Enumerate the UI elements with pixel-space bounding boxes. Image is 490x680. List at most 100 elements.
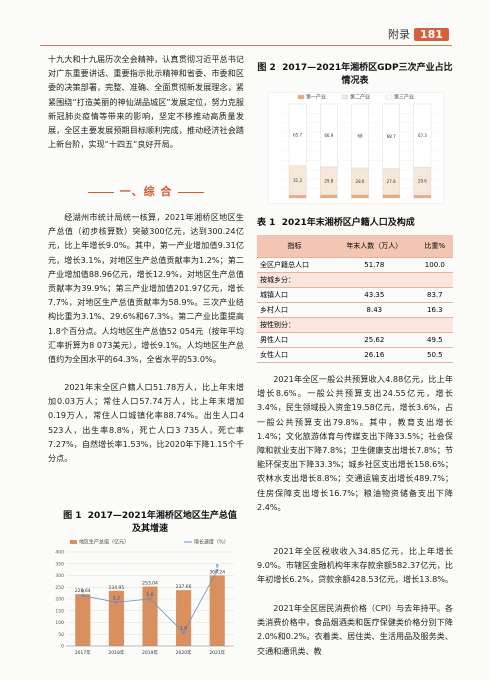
x-tick-label: 2019年 — [142, 649, 158, 656]
table-cell-value: 8.43 — [332, 302, 417, 318]
table-cell-name: 按性别分： — [257, 317, 333, 333]
tax-paragraph: 2021年全区税收收入34.85亿元，比上年增长9.0%。市辖区金融机构年末存款… — [257, 546, 454, 585]
cpi-paragraph: 2021年全区居民消费价格（CPI）与去年持平。各类消费价格中，食品烟酒类和医疗… — [257, 603, 453, 656]
table-header: 指标 — [257, 235, 333, 258]
table-row: 按性别分： — [257, 317, 453, 333]
table-cell-share: 16.3 — [416, 302, 453, 318]
x-tick-label: 2017年 — [75, 649, 91, 656]
y-tick-label: 100 — [55, 620, 64, 626]
bar-value-label: 237.66 — [176, 584, 192, 590]
growth-point — [148, 597, 152, 601]
growth-value-label: 6 — [81, 589, 84, 595]
header-label: 附录 — [388, 28, 410, 41]
table-header: 比重% — [416, 235, 453, 258]
table-cell-name: 按城乡分： — [257, 272, 333, 288]
table-row: 按城乡分： — [257, 272, 453, 288]
segment-value-label: 31.2 — [293, 178, 302, 183]
gdp-paragraph: 经湖州市统计局统一核算，2021年湘桥区地区生产总值（初步核算数）突破300亿元… — [48, 212, 244, 365]
figure2-label: 图 2 — [257, 63, 276, 73]
bar — [108, 590, 124, 646]
figure1-title-text: 2017—2021年湘桥区地区生产总值及其增速 — [87, 511, 237, 534]
stacked-bar-segment — [413, 194, 432, 199]
table-row: 城镇人口 43.35 83.7 — [257, 287, 453, 303]
segment-value-label: 27.8 — [387, 179, 396, 184]
table-cell-value: 25.62 — [332, 332, 417, 348]
table-cell-share — [416, 272, 453, 288]
table-row: 男性人口 25.62 49.5 — [257, 332, 453, 348]
stacked-bar-segment — [320, 194, 338, 199]
table-header: 年末人数（万人） — [332, 235, 417, 258]
growth-value-label: 5.6 — [146, 592, 153, 598]
population-table: 指标 年末人数（万人） 比重% 全区户籍总人口 51.78 100.0 按城乡分： 城镇… — [257, 235, 453, 363]
gdp-bar-line-chart: 0 50 100 150 200 250 300 350 400 地区生产总值（亿元） 增长速度（%… — [55, 539, 234, 656]
segment-value-label: 68 — [357, 133, 363, 138]
figure2-title-text: 2017—2021年湘桥区GDP三次产业占比情况表 — [282, 63, 453, 86]
bar — [142, 586, 158, 646]
legend-swatch — [297, 94, 305, 100]
industry-share-stacked-chart: 第一产业 第二产业 第三产业 31.2 65.7 29.8 66.9 28.6 68 27.8 68… — [268, 92, 444, 204]
y-tick-label: 350 — [55, 561, 64, 567]
bar-value-label: 300.24 — [209, 569, 225, 575]
stacked-bar-segment — [351, 103, 369, 169]
y-tick-label: 400 — [55, 550, 64, 556]
legend-label: 第二产业 — [350, 94, 370, 101]
page-header: 附录 181 — [388, 26, 449, 42]
section-title: 一、综 合 — [48, 183, 244, 199]
table-cell-name: 女性人口 — [257, 347, 333, 363]
table-cell-share — [416, 317, 453, 333]
table-cell-value: 26.16 — [332, 347, 417, 363]
table-row: 全区户籍总人口 51.78 100.0 — [257, 257, 453, 273]
table-cell-name: 城镇人口 — [257, 287, 333, 303]
segment-value-label: 68.7 — [387, 134, 396, 139]
y-tick-label: 50 — [58, 632, 64, 638]
y-tick-label: 150 — [55, 608, 64, 614]
stacked-bar-segment — [320, 103, 338, 168]
growth-point — [115, 600, 118, 604]
legend-label: 第三产业 — [394, 94, 414, 101]
table-cell-value — [332, 317, 417, 333]
table-row: 女性人口 26.16 50.5 — [257, 347, 453, 363]
segment-value-label: 67.3 — [418, 133, 427, 138]
table-row: 乡村人口 8.43 16.3 — [257, 302, 453, 318]
segment-value-label: 28.6 — [356, 179, 365, 184]
y-tick-label: 250 — [55, 585, 64, 591]
y-tick-label: 0 — [61, 644, 64, 650]
x-tick-label: 2021年 — [209, 649, 225, 656]
table-cell-name: 乡村人口 — [257, 302, 333, 318]
table1-label: 表 1 — [257, 218, 276, 228]
segment-value-label: 66.9 — [324, 133, 333, 138]
table-cell-value: 43.35 — [332, 287, 417, 303]
stacked-bar-segment — [382, 194, 400, 199]
stacked-bar-segment — [288, 194, 307, 199]
stacked-bar-segment — [288, 103, 307, 166]
table-cell-share: 100.0 — [416, 257, 453, 273]
page-number: 181 — [414, 28, 449, 41]
table-cell-value — [332, 272, 417, 288]
legend-swatch-gdp — [70, 540, 77, 544]
finance-paragraph: 2021年全区一般公共预算收入4.88亿元，比上年增长8.6%。一般公共预算支出… — [257, 374, 453, 512]
segment-value-label: 65.7 — [293, 132, 302, 137]
table-cell-share: 83.7 — [416, 287, 453, 303]
x-tick-label: 2020年 — [176, 649, 192, 656]
table-cell-value: 51.78 — [332, 257, 417, 273]
legend-swatch — [385, 94, 393, 100]
legend-label-gdp: 地区生产总值（亿元） — [79, 539, 129, 546]
figure1-title: 图 1 2017—2021年湘桥区地区生产总值及其增速 — [60, 510, 240, 536]
table-header-row: 指标 年末人数（万人） 比重% — [257, 235, 453, 258]
bar-value-label: 220.64 — [75, 588, 91, 594]
bar-value-label: 253.04 — [142, 581, 158, 587]
intro-paragraph: 十九大和十九届历次全会精神，认真贯彻习近平总书记对广东重要讲话、重要指示批示精神… — [48, 54, 244, 150]
growth-value-label: 1.6 — [180, 626, 187, 632]
segment-value-label: 29.8 — [324, 178, 333, 183]
population-paragraph: 2021年末全区户籍人口51.78万人，比上年末增加0.03万人；常住人口57.… — [48, 382, 244, 464]
figure1-label: 图 1 — [63, 511, 82, 521]
legend-label: 第一产业 — [306, 94, 326, 101]
x-tick-label: 2018年 — [108, 649, 124, 656]
table-cell-name: 全区户籍总人口 — [257, 257, 333, 273]
legend-swatch — [341, 94, 349, 100]
growth-point — [215, 569, 219, 572]
legend-label-growth: 增长速度（%） — [194, 539, 229, 546]
stacked-bar-segment — [413, 103, 432, 168]
table-cell-share: 49.5 — [416, 332, 453, 348]
bar — [75, 594, 91, 646]
